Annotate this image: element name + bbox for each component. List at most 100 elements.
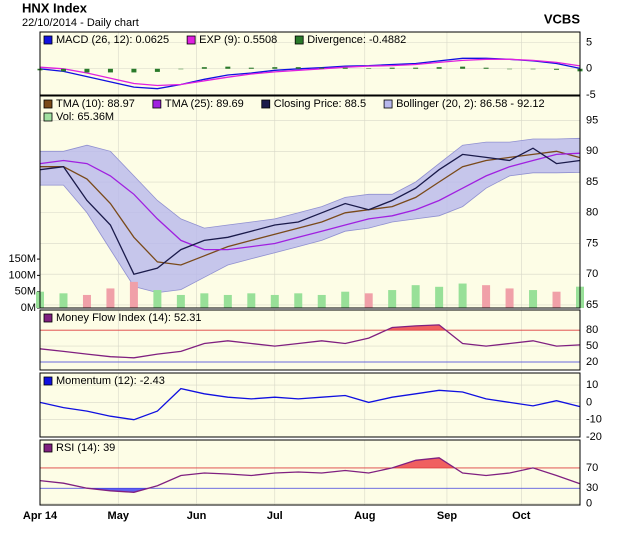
volume-bar	[223, 294, 232, 308]
legend-swatch	[383, 99, 393, 109]
legend-label: EXP (9): 0.5508	[199, 34, 277, 46]
divergence-bar	[295, 67, 301, 69]
y-tick-label: 20	[586, 356, 598, 368]
y-tick-label: 90	[586, 145, 598, 157]
legend-swatch	[294, 35, 304, 45]
divergence-bar	[389, 67, 395, 69]
volume-bar	[153, 290, 162, 308]
legend-swatch	[43, 443, 53, 453]
divergence-bar	[460, 66, 466, 69]
y-tick-label: 80	[586, 207, 598, 219]
x-tick-label: Apr 14	[23, 510, 58, 522]
volume-bar	[482, 285, 491, 308]
volume-bar	[200, 293, 209, 308]
divergence-bar	[342, 67, 348, 69]
overbought-fill	[392, 457, 534, 468]
x-tick-label: Jun	[187, 510, 207, 522]
y-tick-label: 70	[586, 462, 598, 474]
y-tick-label: 30	[586, 482, 598, 494]
volume-tick-label: 0M	[21, 302, 36, 314]
legend-swatch	[43, 313, 53, 323]
legend-swatch	[43, 99, 53, 109]
legend-swatch	[186, 35, 196, 45]
overbought-fill	[386, 324, 446, 331]
y-tick-label: -5	[586, 89, 596, 101]
legend-label: Money Flow Index (14): 52.31	[56, 312, 202, 324]
volume-bar	[317, 294, 326, 308]
series-line	[39, 457, 581, 493]
volume-bar	[129, 281, 138, 308]
series-line	[39, 387, 581, 421]
legend-label: RSI (14): 39	[56, 442, 115, 454]
y-tick-label: 50	[586, 340, 598, 352]
volume-bar	[388, 290, 397, 308]
divergence-bar	[413, 67, 419, 69]
volume-bar	[82, 294, 91, 308]
y-tick-label: 5	[586, 36, 592, 48]
divergence-bar	[272, 67, 278, 69]
y-tick-label: 0	[586, 396, 592, 408]
legend-label: Closing Price: 88.5	[274, 98, 366, 110]
legend-label: MACD (26, 12): 0.0625	[56, 34, 169, 46]
x-tick-label: Oct	[512, 510, 531, 522]
oversold-fill	[87, 488, 149, 493]
volume-bar	[294, 293, 303, 308]
volume-tick-label: 100M	[8, 269, 36, 281]
legend-label: TMA (25): 89.69	[165, 98, 244, 110]
volume-bar	[247, 293, 256, 308]
legend-swatch	[43, 376, 53, 386]
series-line	[40, 150, 581, 266]
divergence-bar	[436, 67, 442, 69]
legend-swatch	[43, 112, 53, 122]
volume-bar	[529, 290, 538, 308]
panel-background	[40, 373, 580, 437]
series-line	[39, 57, 581, 90]
divergence-bar	[366, 68, 372, 69]
volume-bar	[411, 285, 420, 308]
divergence-bar	[319, 67, 325, 69]
x-tick-label: Sep	[437, 510, 457, 522]
y-tick-label: 85	[586, 176, 598, 188]
legend-label: Momentum (12): -2.43	[56, 375, 165, 387]
divergence-bar	[178, 68, 184, 70]
divergence-bar	[131, 68, 137, 73]
chart-title: HNX Index	[22, 0, 88, 15]
divergence-bar	[483, 67, 489, 69]
y-tick-label: 70	[586, 268, 598, 280]
volume-bar	[341, 291, 350, 308]
divergence-bar	[248, 67, 254, 69]
x-tick-label: Aug	[354, 510, 375, 522]
volume-tick-label: 50M	[15, 286, 36, 298]
legend-label: Vol: 65.36M	[56, 111, 114, 123]
volume-bar	[458, 283, 467, 308]
divergence-bar	[530, 68, 536, 70]
series-line	[39, 58, 581, 87]
x-tick-label: Jul	[267, 510, 283, 522]
divergence-bar	[60, 68, 66, 72]
y-tick-label: 75	[586, 237, 598, 249]
y-tick-label: 95	[586, 114, 598, 126]
divergence-bar	[554, 68, 560, 70]
legend-swatch	[261, 99, 271, 109]
volume-bar	[270, 294, 279, 308]
volume-bar	[106, 288, 115, 308]
legend-label: Divergence: -0.4882	[307, 34, 406, 46]
divergence-bar	[225, 66, 231, 69]
chart-subtitle: 22/10/2014 - Daily chart	[22, 17, 139, 29]
volume-bar	[435, 286, 444, 308]
y-tick-label: -10	[586, 414, 602, 426]
series-line	[39, 147, 581, 275]
panel-background	[40, 310, 580, 370]
volume-bar	[59, 293, 68, 308]
legend-swatch	[43, 35, 53, 45]
divergence-bar	[154, 68, 160, 72]
volume-tick-label: 150M	[8, 253, 36, 265]
divergence-bar	[201, 67, 207, 69]
series-line	[39, 152, 581, 251]
legend-label: TMA (10): 88.97	[56, 98, 135, 110]
volume-bar	[505, 288, 514, 308]
panel-border	[39, 439, 581, 506]
divergence-bar	[84, 68, 90, 73]
